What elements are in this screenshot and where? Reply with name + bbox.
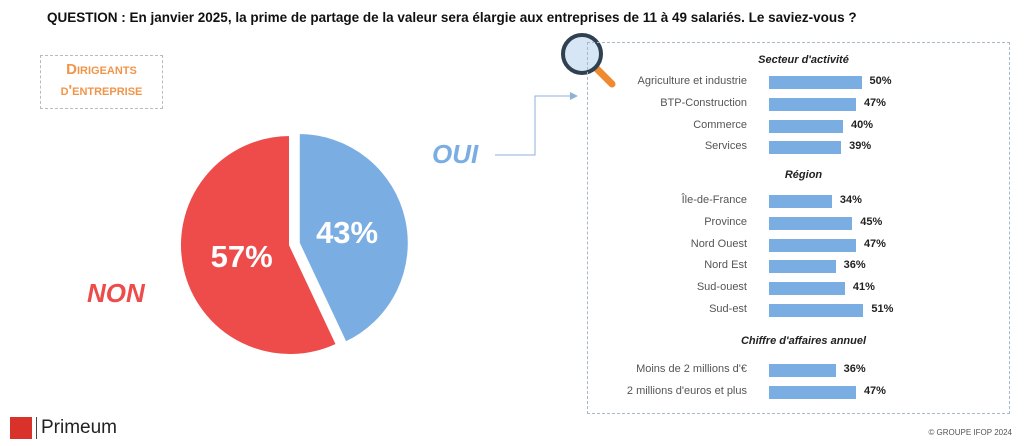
section-title: Région: [784, 169, 823, 181]
bar-row: Agriculture et industrie 50%: [588, 74, 1009, 90]
bar-row: Île-de-France 34%: [588, 193, 1009, 209]
bar-value: 51%: [871, 303, 894, 315]
pie-label-non: 57%: [211, 239, 273, 274]
bar-value: 47%: [863, 97, 886, 109]
bar: [769, 195, 832, 208]
oui-label: OUI: [432, 139, 479, 169]
pie-slice-oui: [297, 132, 410, 344]
bar-value: 45%: [860, 216, 883, 228]
bar-label: 2 millions d'euros et plus: [626, 385, 747, 397]
bar-row: Commerce 40%: [588, 118, 1009, 134]
bar-value: 39%: [849, 140, 872, 152]
bar-value: 47%: [863, 385, 886, 397]
bar-label: Province: [704, 216, 747, 228]
bar: [769, 76, 862, 89]
bar-value: 40%: [851, 119, 874, 131]
bar-row: 2 millions d'euros et plus 47%: [588, 384, 1009, 400]
audience-line2: d'entreprise: [60, 82, 143, 99]
bar-row: Sud-est 51%: [588, 302, 1009, 318]
breakdown-panel: Secteur d'activité Agriculture et industr…: [587, 42, 1010, 414]
bar: [769, 282, 845, 295]
bar: [769, 98, 856, 111]
bar: [769, 260, 836, 273]
bar: [769, 304, 864, 317]
section-title: Chiffre d'affaires annuel: [740, 335, 867, 347]
bar-label: Nord Ouest: [690, 238, 747, 250]
bar-label: Sud-est: [709, 303, 747, 315]
question-title: QUESTION : En janvier 2025, la prime de …: [47, 10, 857, 25]
pie-chart: 43% 57%: [180, 132, 410, 356]
bar-label: Nord Est: [704, 259, 747, 271]
bar-value: 50%: [869, 75, 892, 87]
connector-arrow: [495, 92, 578, 156]
bar-value: 34%: [839, 194, 862, 206]
primeum-logo: Primeum: [10, 417, 117, 439]
bar: [769, 364, 836, 377]
bar-row: Nord Ouest 47%: [588, 237, 1009, 253]
bar-row: Nord Est 36%: [588, 258, 1009, 274]
bar-label: Sud-ouest: [696, 281, 747, 293]
audience-label: Dirigeants d'entreprise: [40, 55, 163, 109]
bar-row: BTP-Construction 47%: [588, 96, 1009, 112]
bar-value: 47%: [863, 238, 886, 250]
bar: [769, 120, 843, 133]
pie-label-oui: 43%: [316, 215, 378, 250]
bar-label: Moins de 2 millions d'€: [636, 363, 747, 375]
bar-label: BTP-Construction: [660, 97, 747, 109]
bar-label: Services: [704, 140, 747, 152]
bar: [769, 239, 856, 252]
bar: [769, 386, 856, 399]
bar-row: Province 45%: [588, 215, 1009, 231]
bar-value: 41%: [852, 281, 875, 293]
magnifier-icon: [561, 33, 616, 88]
bar-label: Agriculture et industrie: [637, 75, 747, 87]
copyright: © GROUPE IFOP 2024: [928, 428, 1012, 437]
bar-label: Commerce: [693, 119, 747, 131]
bar-label: Île-de-France: [681, 194, 747, 206]
pie-slice-non: [180, 133, 339, 356]
section-title: Secteur d'activité: [758, 54, 849, 66]
bar-row: Moins de 2 millions d'€ 36%: [588, 362, 1009, 378]
brand-name: Primeum: [36, 417, 117, 439]
bar-row: Sud-ouest 41%: [588, 280, 1009, 296]
bar: [769, 217, 853, 230]
bar-value: 36%: [843, 259, 866, 271]
bar-value: 36%: [843, 363, 866, 375]
bar-row: Services 39%: [588, 139, 1009, 155]
non-label: NON: [87, 278, 145, 308]
audience-line1: Dirigeants: [66, 61, 137, 78]
bar: [769, 141, 842, 154]
ifop-logo-icon: [10, 417, 32, 439]
